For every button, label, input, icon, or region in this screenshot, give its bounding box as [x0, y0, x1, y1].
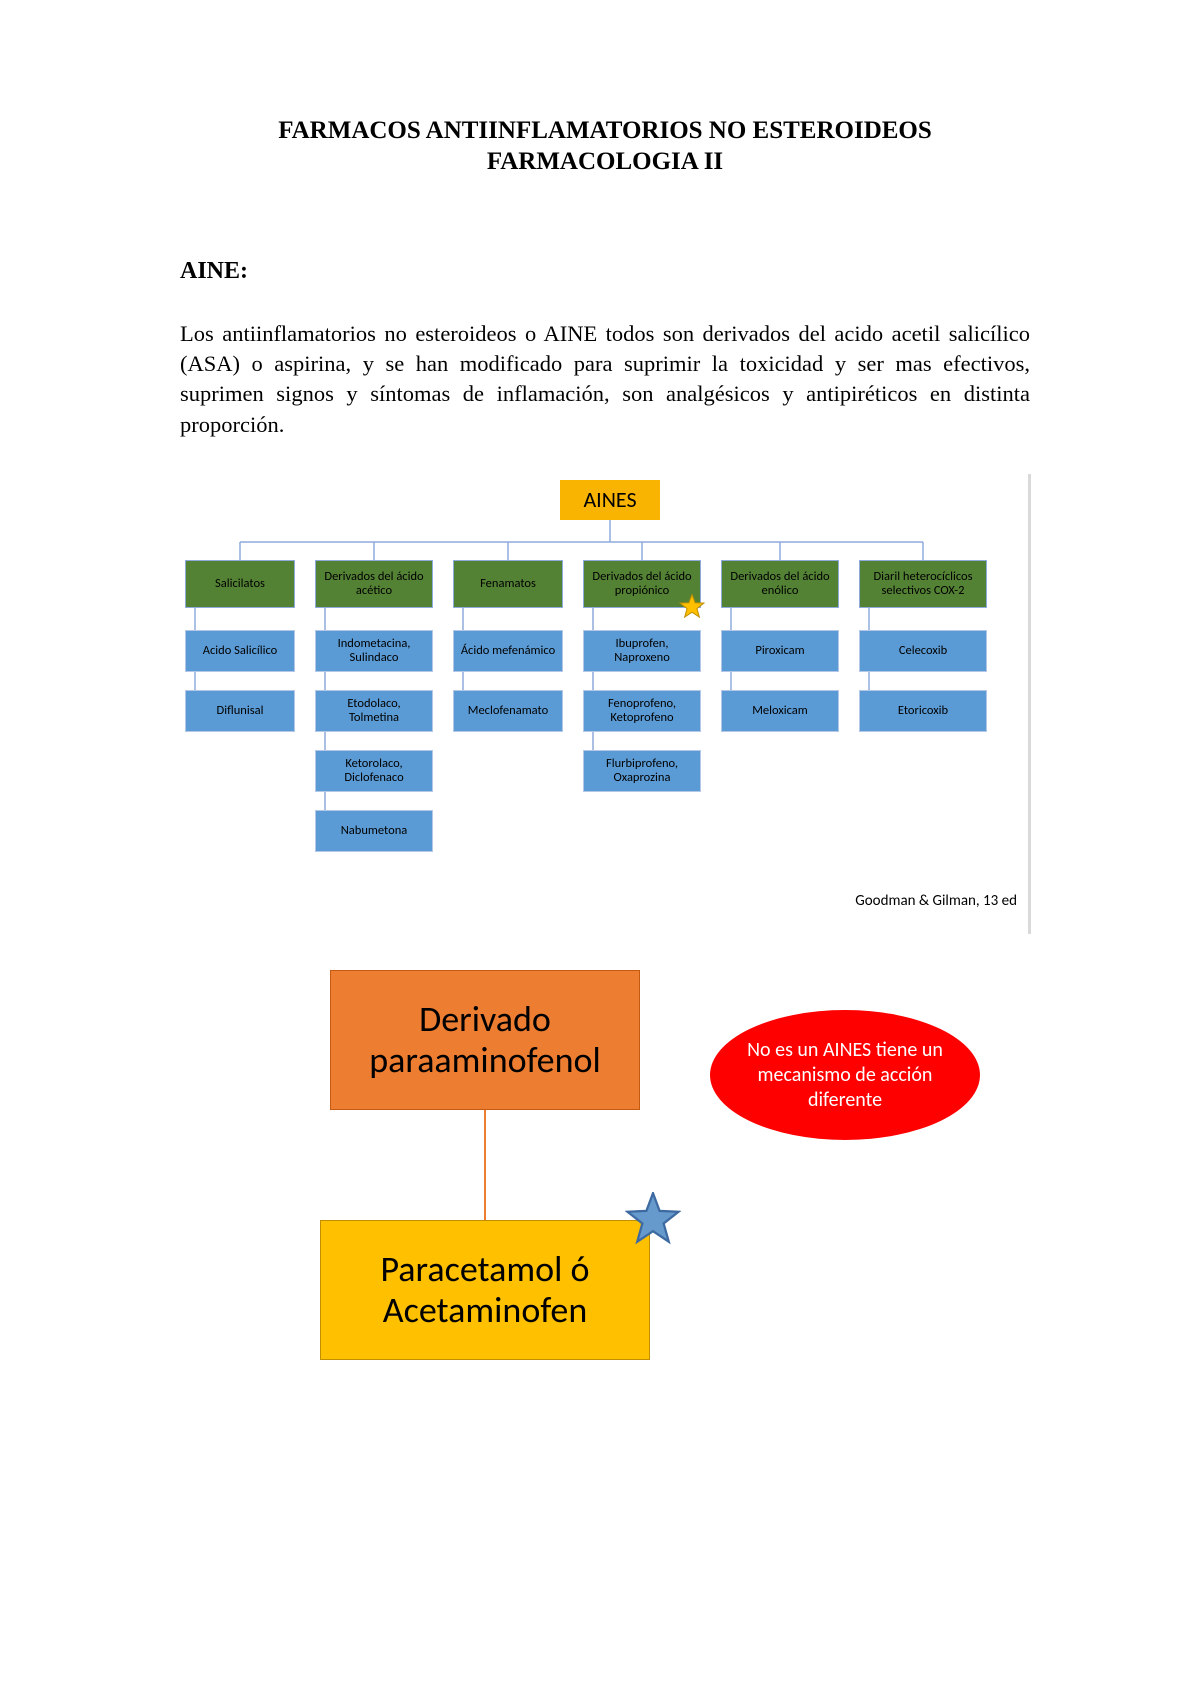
tree-drug: Piroxicam: [721, 630, 839, 672]
tree-group: Derivados del ácido acético: [315, 560, 433, 608]
tree-drug: Ácido mefenámico: [453, 630, 563, 672]
tree-root: AINES: [560, 480, 660, 520]
page-title: FARMACOS ANTIINFLAMATORIOS NO ESTEROIDEO…: [180, 115, 1030, 178]
tree-drug: Diflunisal: [185, 690, 295, 732]
tree-drug: Meloxicam: [721, 690, 839, 732]
chart-right-border: [1028, 474, 1031, 934]
intro-paragraph: Los antiinflamatorios no esteroideos o A…: [180, 319, 1030, 441]
paraaminofenol-graphic: Derivado paraaminofenol Paracetamol ó Ac…: [330, 970, 1030, 1430]
tree-drug: Fenoprofeno, Ketoprofeno: [583, 690, 701, 732]
warning-oval: No es un AINES tiene un mecanismo de acc…: [710, 1010, 980, 1140]
tree-group: Diaril heterocíclicos selectivos COX-2: [859, 560, 987, 608]
tree-group: Derivados del ácido propiónico: [583, 560, 701, 608]
page: FARMACOS ANTIINFLAMATORIOS NO ESTEROIDEO…: [0, 0, 1200, 1530]
tree-drug: Etodolaco, Tolmetina: [315, 690, 433, 732]
tree-drug: Flurbiprofeno, Oxaprozina: [583, 750, 701, 792]
tree-drug: Acido Salicílico: [185, 630, 295, 672]
tree-group: Salicilatos: [185, 560, 295, 608]
tree-group: Derivados del ácido enólico: [721, 560, 839, 608]
title-line-1: FARMACOS ANTIINFLAMATORIOS NO ESTEROIDEO…: [180, 115, 1030, 146]
tree-drug: Indometacina, Sulindaco: [315, 630, 433, 672]
tree-drug: Nabumetona: [315, 810, 433, 852]
tree-drug: Celecoxib: [859, 630, 987, 672]
tree-drug: Ketorolaco, Diclofenaco: [315, 750, 433, 792]
paracetamol-box: Paracetamol ó Acetaminofen: [320, 1220, 650, 1360]
title-line-2: FARMACOLOGIA II: [180, 146, 1030, 177]
aines-tree-chart: Goodman & Gilman, 13 ed AINES Salicilatos…: [185, 480, 1025, 930]
tree-drug: Meclofenamato: [453, 690, 563, 732]
chart-citation: Goodman & Gilman, 13 ed: [855, 892, 1017, 910]
tree-drug: Ibuprofen, Naproxeno: [583, 630, 701, 672]
section-heading: AINE:: [180, 258, 1030, 285]
vertical-connector: [484, 1110, 486, 1220]
tree-group: Fenamatos: [453, 560, 563, 608]
tree-drug: Etoricoxib: [859, 690, 987, 732]
derivado-box: Derivado paraaminofenol: [330, 970, 640, 1110]
